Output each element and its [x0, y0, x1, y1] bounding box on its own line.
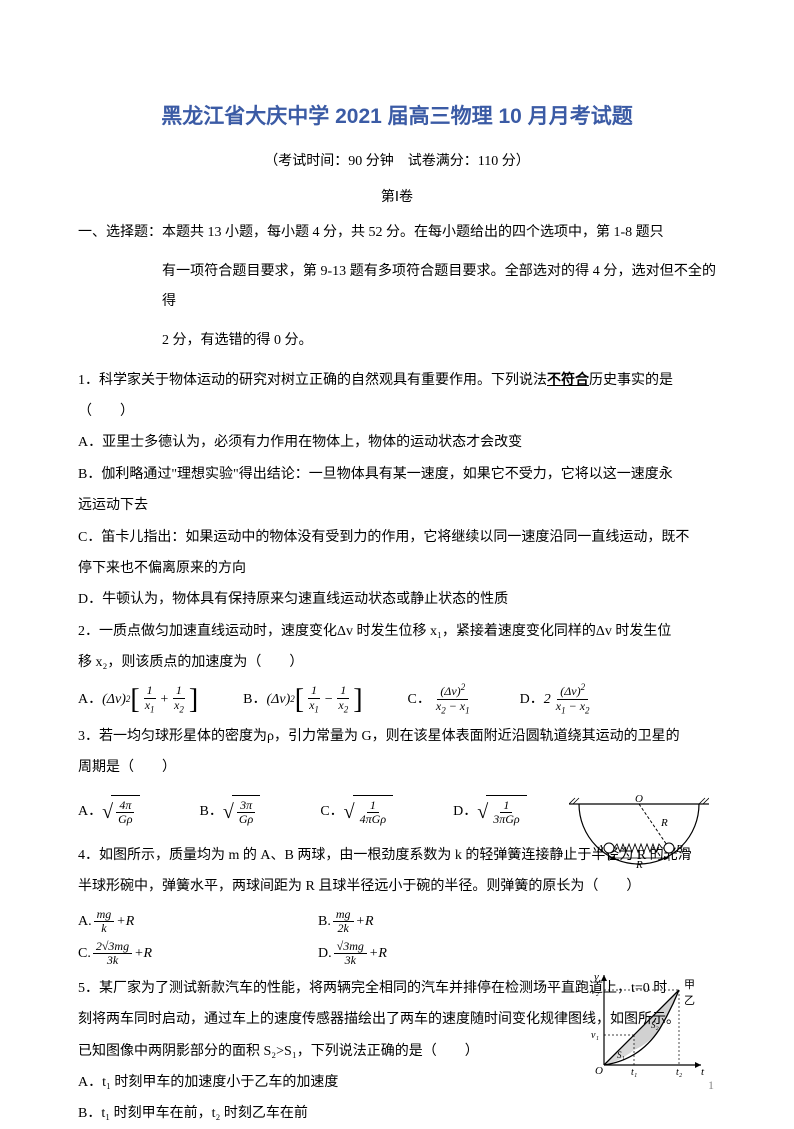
q1-optD: D．牛顿认为，物体具有保持原来匀速直线运动状态或静止状态的性质 [78, 585, 716, 614]
svg-text:t₂: t₂ [676, 1067, 683, 1078]
q1-optC2: 停下来也不偏离原来的方向 [78, 554, 716, 583]
q5-optB: B．t₁ 时刻甲车在前，t₂ 时刻乙车在前 [78, 1099, 716, 1128]
q2-optB: B．(Δv)2[1x1−1x2] [243, 684, 362, 716]
section-label: 第Ⅰ卷 [78, 186, 716, 206]
q2-options: A．(Δv)2[1x1+1x2] B．(Δv)2[1x1−1x2] C．(Δv)… [78, 683, 716, 715]
q2-optC: C．(Δv)2x2 − x1 [408, 683, 475, 715]
exam-subtitle: （考试时间：90 分钟 试卷满分：110 分） [78, 150, 716, 170]
q1-optB1: B．伽利略通过"理想实验"得出结论：一旦物体具有某一速度，如果它不受力，它将以这… [78, 460, 716, 489]
figure-q5-vt-graph: v t O v₂ v₁ t₁ t₂ S₁ S₂ 甲 乙 [589, 970, 709, 1080]
q3-line1: 3．若一均匀球形星体的密度为ρ，引力常量为 G，则在该星体表面附近沿圆轨道绕其运… [78, 722, 716, 751]
q1-optC1: C．笛卡儿指出：如果运动中的物体没有受到力的作用，它将继续以同一速度沿同一直线运… [78, 523, 716, 552]
q4-options: A. mgk+R B. mg2k+R C. 2√3mg3k+R D. √3mg3… [78, 906, 558, 970]
q2-optD: D．2(Δv)2x1 − x2 [520, 683, 595, 715]
q4-line2: 半球形碗中，弹簧水平，两球间距为 R 且球半径远小于碗的半径。则弹簧的原长为（ … [78, 872, 716, 901]
svg-text:R: R [635, 859, 643, 871]
q4-optB: B. mg2k+R [318, 906, 558, 938]
exam-title: 黑龙江省大庆中学 2021 届高三物理 10 月月考试题 [78, 100, 716, 130]
q2-optA: A．(Δv)2[1x1+1x2] [78, 684, 198, 716]
q4-optC: C. 2√3mg3k+R [78, 938, 318, 970]
svg-text:t: t [701, 1066, 705, 1078]
q2-line2: 移 x₂，则该质点的加速度为（ ） [78, 648, 716, 677]
q1-optB2: 远运动下去 [78, 491, 716, 520]
svg-text:t₁: t₁ [631, 1067, 637, 1078]
q3-optD: D．13πGρ [453, 789, 527, 835]
svg-text:S₁: S₁ [617, 1050, 625, 1060]
q3-optC: C．14πGρ [320, 789, 393, 835]
q2-line1: 2．一质点做匀加速直线运动时，速度变化Δv 时发生位移 x₁，紧接着速度变化同样… [78, 617, 716, 646]
instruction-line3: 2 分，有选错的得 0 分。 [78, 326, 716, 355]
svg-text:乙: 乙 [684, 994, 695, 1007]
q1-stem-b: 历史事实的是 [589, 373, 673, 388]
instruction-line1: 一、选择题：本题共 13 小题，每小题 4 分，共 52 分。在每小题给出的四个… [78, 218, 716, 247]
svg-text:O: O [595, 1065, 603, 1077]
q4-optD: D. √3mg3k+R [318, 938, 558, 970]
svg-text:甲: 甲 [684, 979, 695, 991]
q3-optA: A．4πGρ [78, 789, 140, 835]
q1-optA: A．亚里士多德认为，必须有力作用在物体上，物体的运动状态才会改变 [78, 428, 716, 457]
q1-stem: 1．科学家关于物体运动的研究对树立正确的自然观具有重要作用。下列说法不符合历史事… [78, 366, 716, 395]
svg-text:v₁: v₁ [591, 1030, 599, 1041]
svg-text:v₂: v₂ [591, 986, 599, 997]
svg-text:v: v [594, 971, 599, 983]
q3-optB: B．3πGρ [200, 789, 261, 835]
q1-stem-c: （ ） [78, 397, 716, 426]
svg-text:O: O [635, 793, 643, 805]
page-number: 1 [708, 1078, 714, 1093]
q3-line2: 周期是（ ） [78, 753, 716, 782]
figure-q4-bowl: O R A B R [569, 792, 709, 874]
svg-text:A: A [596, 843, 604, 855]
instruction-line2: 有一项符合题目要求，第 9-13 题有多项符合题目要求。全部选对的得 4 分，选… [78, 257, 716, 316]
q1-stem-a: 1．科学家关于物体运动的研究对树立正确的自然观具有重要作用。下列说法 [78, 373, 547, 388]
q1-bold: 不符合 [547, 373, 589, 388]
svg-text:R: R [660, 817, 668, 829]
q4-optA: A. mgk+R [78, 906, 318, 938]
svg-text:S₂: S₂ [651, 1020, 659, 1030]
svg-text:B: B [676, 843, 683, 855]
